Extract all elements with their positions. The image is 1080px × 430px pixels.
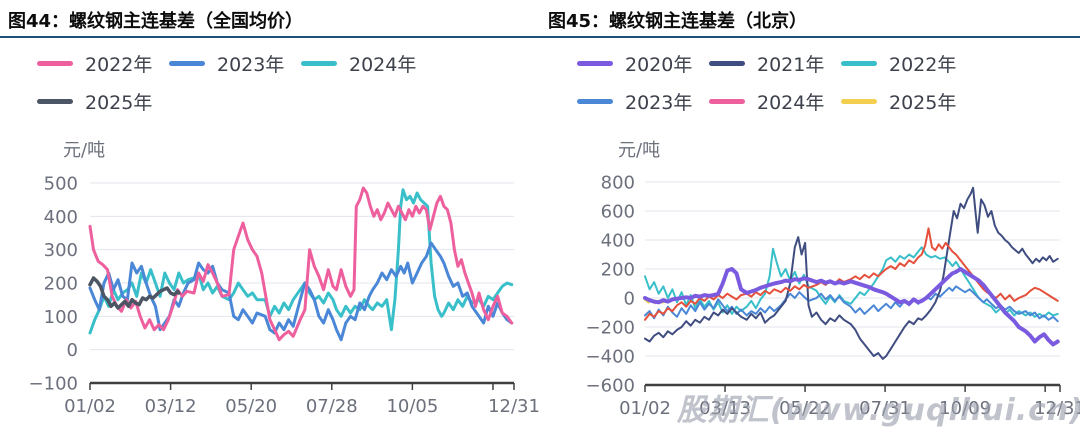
x-tick-label: 07/31: [859, 398, 911, 419]
legend-label: 2023年: [625, 91, 693, 114]
legend-swatch: [709, 98, 745, 104]
x-tick-label: 05/20: [225, 396, 277, 417]
y-tick-label: 600: [601, 202, 635, 223]
legend-item: 2025年: [841, 82, 981, 120]
x-tick-label: 03/12: [145, 396, 197, 417]
legend-label: 2020年: [625, 53, 693, 76]
legend-label: 2023年: [217, 53, 285, 76]
x-tick-label: 12/31: [488, 396, 540, 417]
legend-swatch: [577, 98, 613, 104]
y-tick-label: −600: [586, 376, 635, 397]
legend-item: 2022年: [841, 44, 981, 82]
legend-swatch: [841, 98, 877, 104]
legend-item: 2024年: [301, 44, 441, 82]
chart-44-legend: 2022年 2023年 2024年 2025年: [37, 44, 441, 120]
y-tick-label: −200: [586, 318, 635, 339]
chart-45-panel: 2020年 2021年 2022年 2023年 2024年 2025年 元/吨 800 60…: [540, 38, 1080, 430]
y-tick-label: 300: [44, 240, 78, 261]
chart-45-unit-label: 元/吨: [618, 140, 661, 161]
legend-item: 2024年: [709, 82, 841, 120]
legend-item: 2020年: [577, 44, 709, 82]
chart-44-title: 图44：螺纹钢主连基差（全国均价）: [8, 11, 304, 32]
legend-swatch: [301, 60, 337, 66]
legend-swatch: [37, 60, 73, 66]
legend-label: 2024年: [757, 91, 825, 114]
legend-swatch: [577, 60, 613, 66]
x-tick-label: 01/02: [64, 396, 116, 417]
y-tick-label: 400: [44, 207, 78, 228]
legend-item: 2022年: [37, 44, 169, 82]
x-tick-label: 01/02: [619, 398, 671, 419]
y-tick-label: −400: [586, 347, 635, 368]
chart-45-title: 图45：螺纹钢主连基差（北京）: [548, 11, 808, 32]
y-tick-label: −100: [29, 374, 78, 395]
legend-label: 2021年: [757, 53, 825, 76]
legend-label: 2025年: [85, 91, 153, 114]
y-tick-label: 200: [601, 260, 635, 281]
legend-label: 2025年: [889, 91, 957, 114]
chart-44-panel: 2022年 2023年 2024年 2025年 元/吨 500 400 300 200 100…: [0, 38, 540, 430]
x-tick-label: 10/05: [386, 396, 438, 417]
legend-item: 2021年: [709, 44, 841, 82]
legend-label: 2024年: [349, 53, 417, 76]
series-line-2021年: [644, 186, 1059, 360]
y-tick-label: 0: [624, 289, 635, 310]
legend-swatch: [169, 60, 205, 66]
series-line-2020年: [643, 267, 1060, 347]
x-tick-label: 07/28: [306, 396, 358, 417]
series-line-2023年: [644, 285, 1059, 323]
legend-item: 2023年: [169, 44, 301, 82]
series-line-2025年: [88, 276, 181, 310]
x-tick-label: 05/22: [779, 398, 831, 419]
chart-45-legend: 2020年 2021年 2022年 2023年 2024年 2025年: [577, 44, 981, 120]
legend-swatch: [841, 60, 877, 66]
series-line-2024年: [88, 188, 514, 335]
legend-swatch: [37, 98, 73, 104]
legend-swatch: [709, 60, 745, 66]
legend-item: 2023年: [577, 82, 709, 120]
y-tick-label: 800: [601, 173, 635, 194]
y-tick-label: 200: [44, 274, 78, 295]
legend-label: 2022年: [889, 53, 957, 76]
y-tick-label: 400: [601, 231, 635, 252]
legend-item: 2025年: [37, 82, 169, 120]
y-tick-label: 0: [67, 340, 78, 361]
x-tick-label: 12/31: [1034, 398, 1080, 419]
charts-row: 2022年 2023年 2024年 2025年 元/吨 500 400 300 200 100…: [0, 38, 1080, 430]
series-line-2022年: [88, 186, 514, 342]
chart-44-unit-label: 元/吨: [63, 140, 106, 161]
figure-titles-row: 图44：螺纹钢主连基差（全国均价） 图45：螺纹钢主连基差（北京）: [0, 0, 1080, 38]
legend-label: 2022年: [85, 53, 153, 76]
y-tick-label: 100: [44, 307, 78, 328]
x-tick-label: 03/13: [699, 398, 751, 419]
x-tick-label: 10/09: [939, 398, 991, 419]
y-tick-label: 500: [44, 174, 78, 195]
